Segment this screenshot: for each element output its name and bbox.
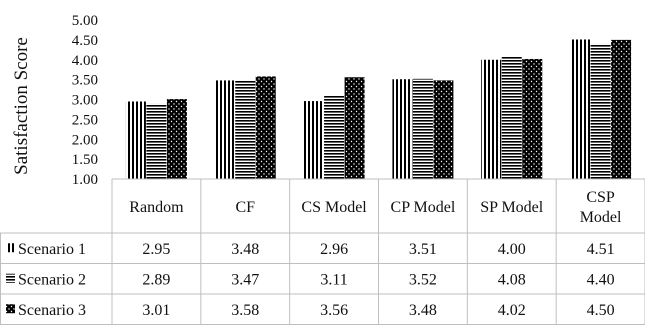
data-label: 3.48 xyxy=(231,241,259,258)
bar xyxy=(235,80,256,179)
data-label: 2.89 xyxy=(142,271,170,288)
bar xyxy=(125,101,146,179)
data-label: 2.95 xyxy=(142,241,170,258)
bar xyxy=(324,95,345,179)
data-label: 4.02 xyxy=(498,302,526,319)
data-label: 4.08 xyxy=(498,271,526,288)
bar xyxy=(344,77,365,179)
bar xyxy=(433,80,454,179)
bar xyxy=(146,103,167,179)
bar xyxy=(214,80,235,179)
data-label: 4.50 xyxy=(587,302,615,319)
bar xyxy=(392,79,413,179)
y-tick-label: 3.00 xyxy=(72,93,98,109)
y-axis-ticks: 1.00 1.50 2.00 2.50 3.00 3.50 4.00 4.50 5.00 xyxy=(72,13,98,188)
bar xyxy=(481,59,502,179)
category-label: CF xyxy=(235,199,255,216)
bar xyxy=(303,101,324,179)
legend-swatch xyxy=(6,243,15,253)
y-axis-title: Satisfaction Score xyxy=(11,37,32,175)
bar xyxy=(166,99,187,179)
data-label: 3.48 xyxy=(409,302,437,319)
bar-series xyxy=(125,39,632,180)
data-label: 3.52 xyxy=(409,271,437,288)
y-tick-label: 1.50 xyxy=(72,152,98,168)
y-tick-label: 4.50 xyxy=(72,33,98,49)
legend-label: Scenario 2 xyxy=(18,271,86,288)
data-label: 3.47 xyxy=(231,271,259,288)
y-tick-label: 3.50 xyxy=(72,73,98,89)
data-label: 4.51 xyxy=(587,241,615,258)
bar xyxy=(611,39,632,180)
data-label: 3.58 xyxy=(231,302,259,319)
data-label: 3.01 xyxy=(142,302,170,319)
category-label: CS Model xyxy=(301,199,367,216)
y-tick-label: 1.00 xyxy=(72,172,98,188)
y-tick-label: 5.00 xyxy=(72,13,98,29)
category-label: CP Model xyxy=(391,199,456,216)
y-tick-label: 4.00 xyxy=(72,53,98,69)
data-label: 4.00 xyxy=(498,241,526,258)
bar xyxy=(501,56,522,179)
bar xyxy=(412,78,433,179)
data-label: 3.56 xyxy=(320,302,348,319)
category-label: SP Model xyxy=(480,199,544,216)
bar xyxy=(590,43,611,179)
category-label: Random xyxy=(129,199,184,216)
data-table: Random CF CS Model CP Model SP Model CSP Model… xyxy=(0,178,645,325)
bar xyxy=(522,58,543,179)
legend-label: Scenario 1 xyxy=(18,241,86,258)
data-label: 2.96 xyxy=(320,241,348,258)
legend-label: Scenario 3 xyxy=(18,302,86,319)
y-tick-label: 2.50 xyxy=(72,112,98,128)
bar xyxy=(255,76,276,179)
legend-swatch xyxy=(6,273,15,283)
data-label: 4.40 xyxy=(587,271,615,288)
y-tick-label: 2.00 xyxy=(72,132,98,148)
data-label: 3.51 xyxy=(409,241,437,258)
legend-swatch xyxy=(6,304,15,314)
bar xyxy=(570,39,591,180)
category-label: CSP Model xyxy=(580,189,622,226)
data-label: 3.11 xyxy=(320,271,347,288)
